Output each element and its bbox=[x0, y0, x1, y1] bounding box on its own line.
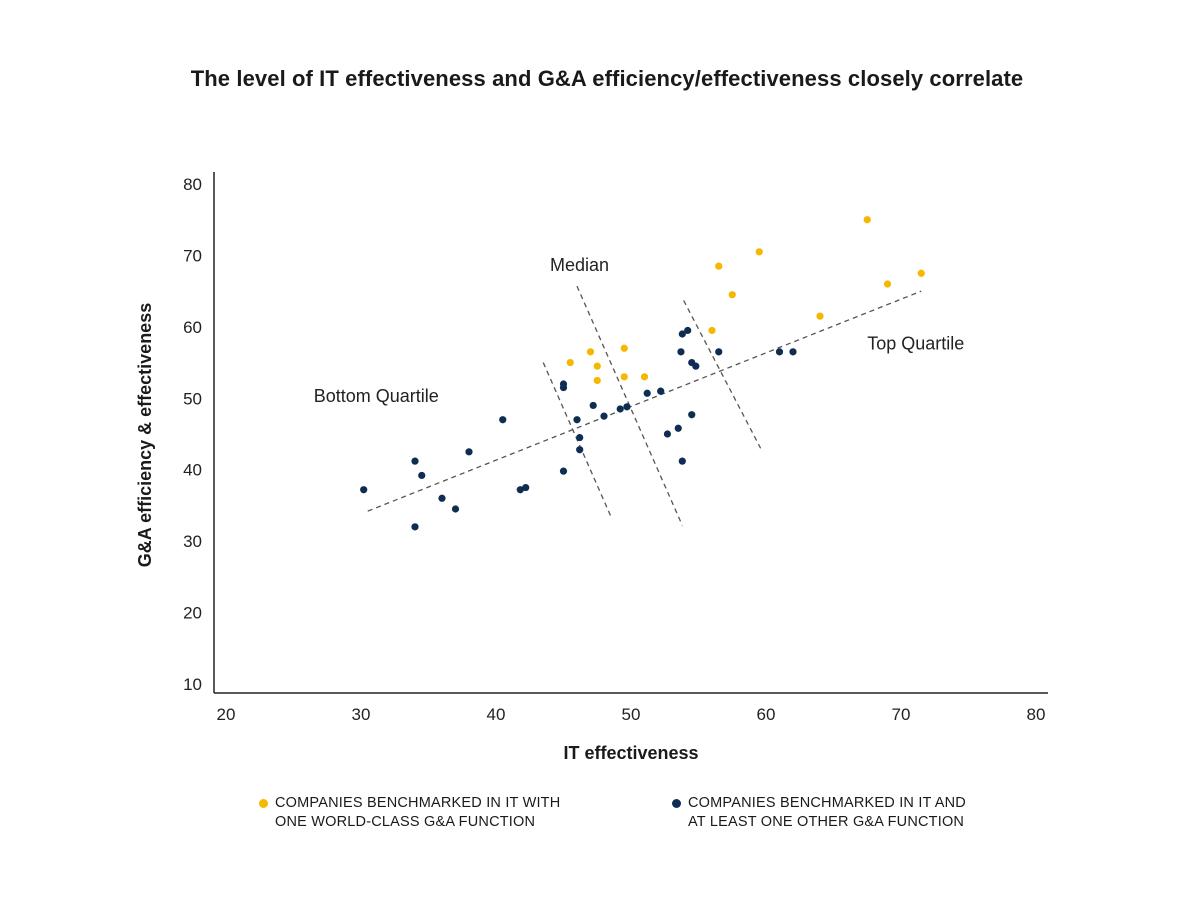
legend-yellow-line2: ONE WORLD-CLASS G&A FUNCTION bbox=[275, 814, 536, 830]
y-tick-label: 60 bbox=[183, 318, 202, 337]
world-class-point bbox=[620, 344, 628, 352]
trend-line bbox=[367, 290, 922, 512]
x-tick-label: 20 bbox=[217, 705, 236, 724]
y-tick-label: 70 bbox=[183, 246, 202, 265]
world-class-point bbox=[883, 280, 892, 288]
x-tick-label: 30 bbox=[352, 705, 371, 724]
x-axis-title: IT effectiveness bbox=[563, 743, 698, 763]
other-function-point bbox=[684, 326, 692, 335]
quartile-divider-line bbox=[683, 300, 762, 449]
other-function-point bbox=[623, 403, 631, 411]
other-function-point bbox=[573, 416, 581, 424]
other-function-point bbox=[559, 467, 568, 475]
other-function-point bbox=[522, 483, 530, 492]
other-function-point bbox=[559, 383, 568, 392]
other-function-point bbox=[688, 411, 696, 419]
legend-navy-dot-icon bbox=[672, 799, 681, 808]
data-points bbox=[360, 216, 925, 531]
world-class-point bbox=[586, 348, 595, 356]
world-class-point bbox=[715, 262, 723, 270]
legend-navy-line2: AT LEAST ONE OTHER G&A FUNCTION bbox=[688, 814, 965, 830]
world-class-point bbox=[863, 216, 871, 224]
other-function-point bbox=[674, 424, 682, 432]
y-axis-title: G&A efficiency & effectiveness bbox=[135, 303, 155, 567]
y-tick-label: 50 bbox=[183, 389, 202, 408]
world-class-point bbox=[640, 373, 649, 381]
x-tick-label: 40 bbox=[487, 705, 506, 724]
other-function-point bbox=[657, 387, 665, 395]
other-function-point bbox=[576, 446, 584, 454]
other-function-point bbox=[438, 494, 446, 502]
other-function-point bbox=[499, 416, 507, 424]
other-function-point bbox=[715, 348, 723, 356]
other-function-point bbox=[589, 401, 597, 410]
y-tick-label: 80 bbox=[183, 175, 202, 194]
y-tick-label: 20 bbox=[183, 604, 202, 623]
legend-item-world-class: COMPANIES BENCHMARKED IN IT WITH ONE WOR… bbox=[259, 794, 561, 832]
other-function-point bbox=[451, 505, 460, 513]
x-tick-labels: 20 30 40 50 60 70 80 bbox=[217, 705, 1046, 724]
other-function-point bbox=[677, 348, 685, 356]
y-tick-label: 40 bbox=[183, 461, 202, 480]
chart-title: The level of IT effectiveness and G&A ef… bbox=[190, 66, 1024, 91]
x-tick-label: 50 bbox=[622, 705, 641, 724]
world-class-point bbox=[620, 373, 628, 381]
other-function-point bbox=[411, 457, 419, 465]
x-tick-label: 70 bbox=[892, 705, 911, 724]
other-function-point bbox=[789, 348, 797, 356]
world-class-point bbox=[755, 248, 763, 256]
y-tick-labels: 10 20 30 40 50 60 70 80 bbox=[183, 175, 202, 694]
world-class-point bbox=[708, 326, 716, 335]
legend-navy-line1: COMPANIES BENCHMARKED IN IT AND bbox=[688, 795, 966, 811]
world-class-point bbox=[593, 362, 601, 370]
y-tick-label: 30 bbox=[183, 532, 202, 551]
world-class-point bbox=[816, 312, 824, 320]
legend-item-other-function: COMPANIES BENCHMARKED IN IT AND AT LEAST… bbox=[672, 794, 966, 832]
bottom-quartile-label: Bottom Quartile bbox=[314, 386, 439, 406]
chart-axes bbox=[213, 172, 1048, 694]
legend-yellow-line1: COMPANIES BENCHMARKED IN IT WITH bbox=[275, 795, 561, 811]
y-tick-label: 10 bbox=[183, 675, 202, 694]
other-function-point bbox=[692, 362, 700, 370]
other-function-point bbox=[600, 412, 608, 420]
other-function-point bbox=[678, 330, 686, 338]
other-function-point bbox=[465, 448, 473, 456]
world-class-point bbox=[917, 269, 925, 277]
other-function-point bbox=[663, 430, 672, 438]
top-quartile-label: Top Quartile bbox=[867, 334, 964, 354]
chart-annotations: Bottom Quartile Median Top Quartile bbox=[314, 255, 965, 406]
other-function-point bbox=[360, 486, 368, 494]
x-tick-label: 60 bbox=[757, 705, 776, 724]
world-class-point bbox=[593, 376, 601, 385]
other-function-point bbox=[418, 471, 426, 480]
world-class-point bbox=[728, 291, 736, 299]
other-function-point bbox=[643, 389, 651, 397]
world-class-point bbox=[566, 358, 574, 367]
guide-lines bbox=[367, 285, 922, 526]
x-tick-label: 80 bbox=[1027, 705, 1046, 724]
legend-yellow-dot-icon bbox=[259, 799, 268, 808]
other-function-point bbox=[516, 486, 524, 494]
median-label: Median bbox=[550, 255, 609, 275]
other-function-point bbox=[678, 457, 686, 465]
other-function-point bbox=[576, 433, 584, 442]
other-function-point bbox=[411, 523, 419, 531]
other-function-point bbox=[775, 348, 784, 356]
other-function-point bbox=[616, 405, 624, 413]
